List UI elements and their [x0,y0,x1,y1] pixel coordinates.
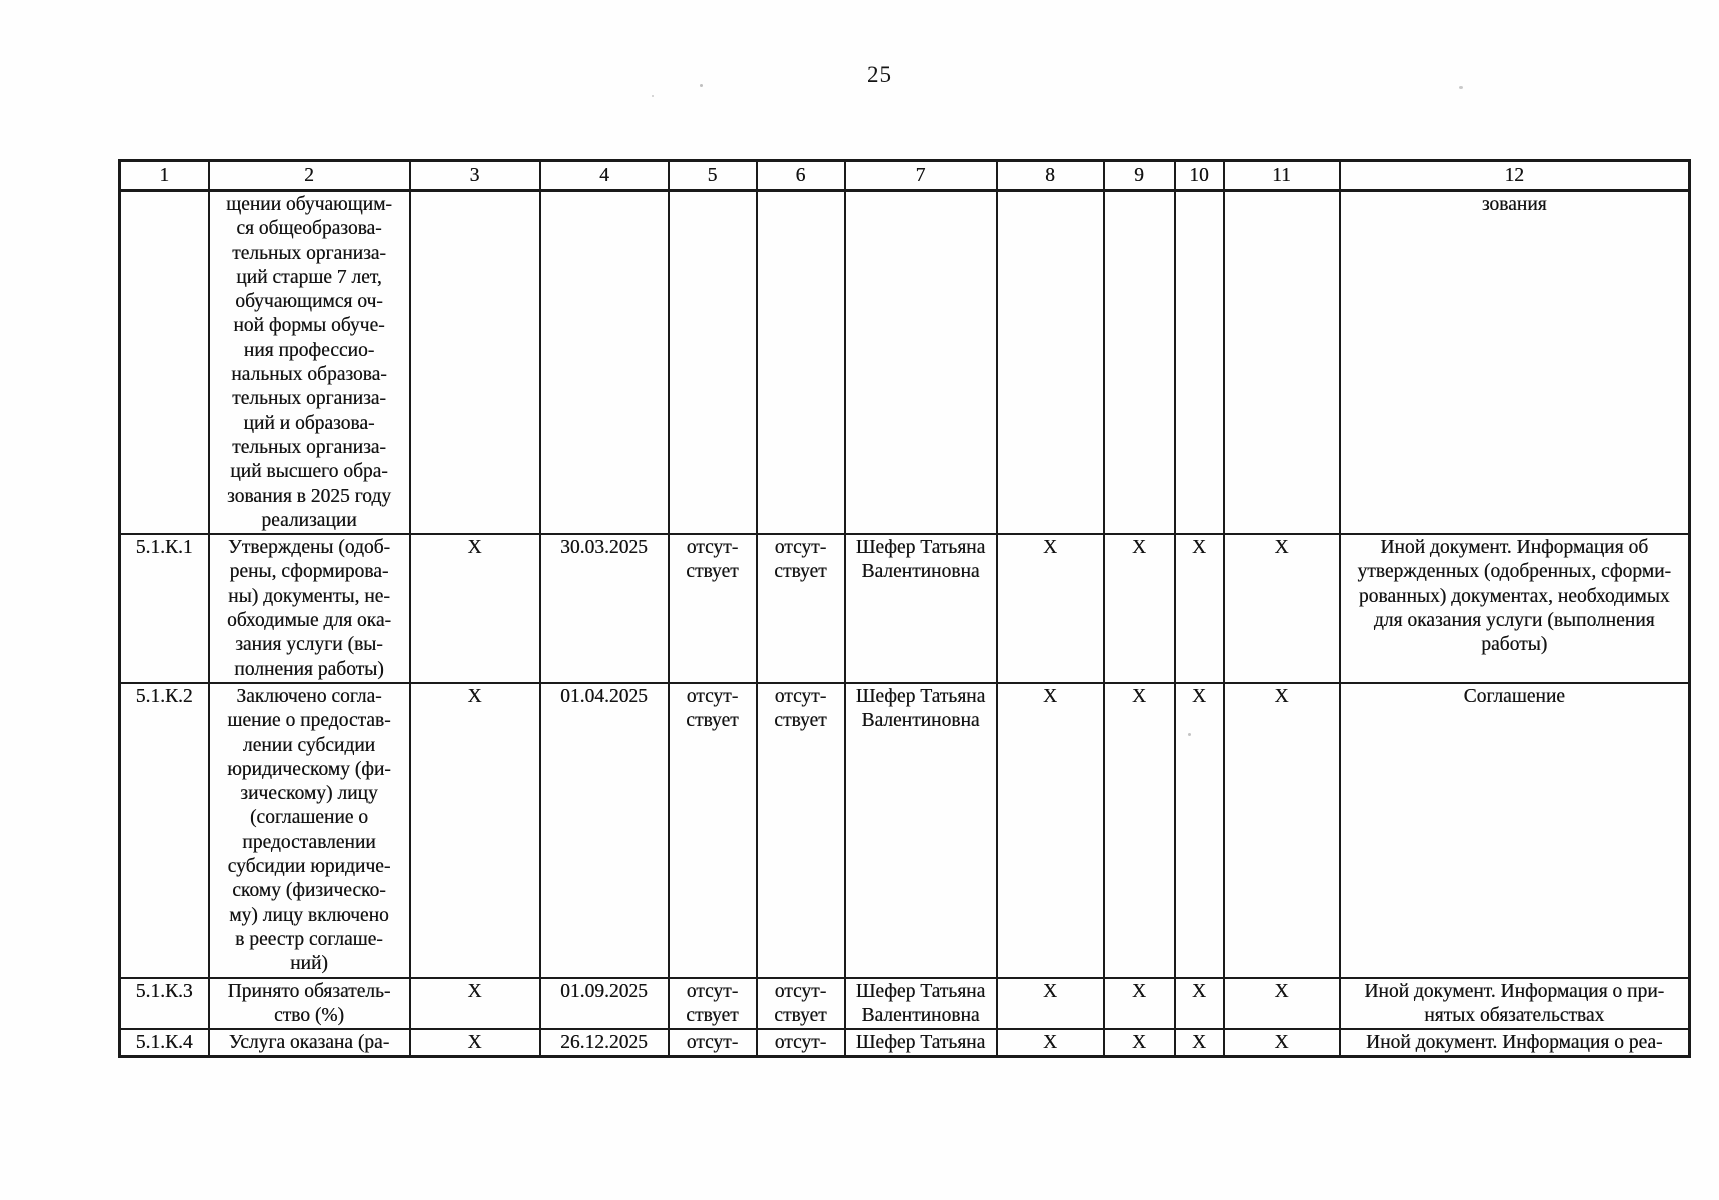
page-number: 25 [867,62,892,87]
table-cell: Иной документ. Информация о при- нятых о… [1338,976,1691,1031]
table-cell: X [408,1028,541,1059]
table-cell [667,189,758,536]
scan-speckle [700,84,703,87]
table-cell: X [1102,533,1176,684]
table-cell: 01.04.2025 [538,681,670,979]
table-cell [1102,189,1176,536]
report-table: 1 2 3 4 5 6 7 8 9 10 11 12 щении обучающ… [118,159,1691,1059]
scan-speckle [1459,86,1463,89]
table-cell: X [408,976,541,1031]
column-header: 3 [408,159,541,192]
column-header: 12 [1338,159,1691,192]
table-cell: отсут- ствует [667,681,758,979]
table-cell: Принято обязатель- ство (%) [207,976,411,1031]
table-cell [1173,189,1225,536]
table-cell: Иной документ. Информация о реа- [1338,1028,1691,1059]
table-cell: X [995,976,1105,1031]
table-cell: X [1102,681,1176,979]
table-cell: отсут- [667,1028,758,1059]
table-cell: X [1102,976,1176,1031]
table-cell: X [995,1028,1105,1059]
table-cell: X [1173,681,1225,979]
table-cell [408,189,541,536]
column-header: 9 [1102,159,1176,192]
table-cell: X [1222,533,1341,684]
table-cell: X [995,681,1105,979]
column-header: 11 [1222,159,1341,192]
table-cell: Шефер Татьяна [843,1028,998,1059]
table-cell: 30.03.2025 [538,533,670,684]
table-cell: Заключено согла- шение о предостав- лени… [207,681,411,979]
table-cell: Шефер Татьяна Валентиновна [843,681,998,979]
table-cell [1222,189,1341,536]
table-cell: X [408,533,541,684]
table-cell [755,189,846,536]
table-cell: X [995,533,1105,684]
table-cell: щении обучающим- ся общеобразова- тельны… [207,189,411,536]
table-row-5-1-k-2: 5.1.К.2 Заключено согла- шение о предост… [118,681,1691,979]
table-row-5-1-k-1: 5.1.К.1 Утверждены (одоб- рены, сформиро… [118,533,1691,684]
scan-speckle [652,95,654,97]
column-header: 2 [207,159,411,192]
table-row-5-1-k-4: 5.1.К.4 Услуга оказана (ра- X 26.12.2025… [118,1028,1691,1059]
table-cell: Утверждены (одоб- рены, сформирова- ны) … [207,533,411,684]
table-row-continuation: щении обучающим- ся общеобразова- тельны… [118,189,1691,536]
table-cell: 26.12.2025 [538,1028,670,1059]
table-cell: Соглашение [1338,681,1691,979]
table-cell: Услуга оказана (ра- [207,1028,411,1059]
table-cell: X [1173,1028,1225,1059]
table-cell: 5.1.К.1 [118,533,210,684]
column-header: 8 [995,159,1105,192]
column-header: 6 [755,159,846,192]
table-cell: 01.09.2025 [538,976,670,1031]
table-cell: отсут- ствует [667,533,758,684]
table-header-row: 1 2 3 4 5 6 7 8 9 10 11 12 [118,159,1691,192]
table-cell [995,189,1105,536]
table-cell: X [1222,1028,1341,1059]
column-header: 1 [118,159,210,192]
table-cell: отсут- ствует [667,976,758,1031]
table-cell [843,189,998,536]
table-cell: отсут- ствует [755,681,846,979]
column-header: 4 [538,159,670,192]
table-cell: отсут- ствует [755,533,846,684]
table-cell: 5.1.К.3 [118,976,210,1031]
column-header: 7 [843,159,998,192]
column-header: 10 [1173,159,1225,192]
table-cell: Шефер Татьяна Валентиновна [843,533,998,684]
table-cell: зования [1338,189,1691,536]
table-cell: отсут- [755,1028,846,1059]
table-cell: Шефер Татьяна Валентиновна [843,976,998,1031]
table-row-5-1-k-3: 5.1.К.3 Принято обязатель- ство (%) X 01… [118,976,1691,1031]
table-cell: X [1173,976,1225,1031]
table-cell [118,189,210,536]
table-cell: X [1102,1028,1176,1059]
table-cell: X [1222,976,1341,1031]
table-cell: X [1222,681,1341,979]
table-cell: отсут- ствует [755,976,846,1031]
table-cell: X [1173,533,1225,684]
scan-speckle [1188,733,1191,736]
table-cell [538,189,670,536]
table-cell: 5.1.К.2 [118,681,210,979]
table-cell: X [408,681,541,979]
column-header: 5 [667,159,758,192]
table-cell: Иной документ. Информация об утвержденны… [1338,533,1691,684]
table-cell: 5.1.К.4 [118,1028,210,1059]
